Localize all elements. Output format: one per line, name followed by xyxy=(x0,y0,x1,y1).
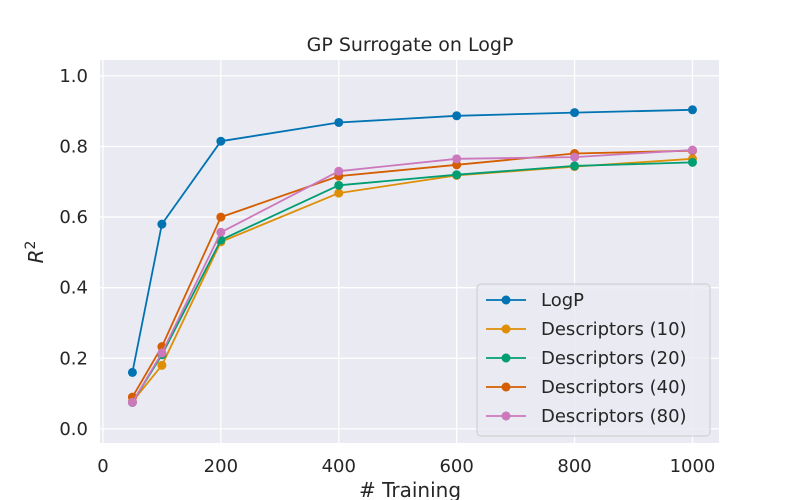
legend-marker xyxy=(501,324,511,334)
data-point xyxy=(452,170,462,180)
legend-marker xyxy=(501,411,511,421)
x-tick-label: 800 xyxy=(557,456,591,477)
data-point xyxy=(570,108,580,118)
x-tick-labels: 0 200 400 600 800 1000 xyxy=(97,456,715,477)
y-tick-label: 1.0 xyxy=(59,66,88,87)
chart-title: GP Surrogate on LogP xyxy=(307,34,514,56)
legend-item: Descriptors (20) xyxy=(486,348,687,369)
data-point xyxy=(687,145,697,155)
legend-item: Descriptors (80) xyxy=(486,406,687,427)
y-axis-title-base: R xyxy=(24,250,48,264)
x-tick-label: 200 xyxy=(204,456,238,477)
legend-label: Descriptors (10) xyxy=(541,319,687,340)
y-axis-title: R2 xyxy=(23,241,48,264)
legend-label: Descriptors (40) xyxy=(541,377,687,398)
legend-marker xyxy=(501,353,511,363)
y-tick-labels: 0.0 0.2 0.4 0.6 0.8 1.0 xyxy=(59,66,88,440)
legend-marker xyxy=(501,295,511,305)
data-point xyxy=(570,152,580,162)
x-tick-label: 600 xyxy=(439,456,473,477)
legend-marker xyxy=(501,382,511,392)
x-tick-label: 1000 xyxy=(670,456,716,477)
series-5 xyxy=(127,145,697,407)
y-axis-title-superscript: 2 xyxy=(23,241,39,250)
data-point xyxy=(334,166,344,176)
y-tick-label: 0.0 xyxy=(59,419,88,440)
legend-item: Descriptors (10) xyxy=(486,319,687,340)
legend-label: Descriptors (20) xyxy=(541,348,687,369)
data-point xyxy=(127,397,137,407)
x-tick-label: 400 xyxy=(322,456,356,477)
series-1 xyxy=(127,105,697,377)
y-tick-label: 0.6 xyxy=(59,207,88,228)
data-point xyxy=(216,227,226,237)
y-tick-label: 0.2 xyxy=(59,348,88,369)
data-point xyxy=(570,161,580,171)
data-point xyxy=(687,157,697,167)
data-point xyxy=(452,111,462,121)
legend-label: Descriptors (80) xyxy=(541,406,687,427)
data-point xyxy=(216,136,226,146)
data-point xyxy=(157,360,167,370)
x-axis-title: # Training xyxy=(359,478,461,500)
data-point xyxy=(334,117,344,127)
data-point xyxy=(157,219,167,229)
x-tick-label: 0 xyxy=(97,456,108,477)
data-point xyxy=(334,180,344,190)
y-tick-label: 0.8 xyxy=(59,136,88,157)
legend-item: Descriptors (40) xyxy=(486,377,687,398)
y-tick-label: 0.4 xyxy=(59,278,88,299)
legend-item: LogP xyxy=(486,290,584,311)
legend-box xyxy=(476,283,711,437)
data-point xyxy=(216,212,226,222)
legend: LogP Descriptors (10) Descriptors (20) Desc… xyxy=(476,283,711,437)
legend-label: LogP xyxy=(541,290,584,311)
data-point xyxy=(157,348,167,358)
data-point xyxy=(334,188,344,198)
data-point xyxy=(687,105,697,115)
data-point xyxy=(127,367,137,377)
data-point xyxy=(452,154,462,164)
series-layer xyxy=(127,105,697,407)
